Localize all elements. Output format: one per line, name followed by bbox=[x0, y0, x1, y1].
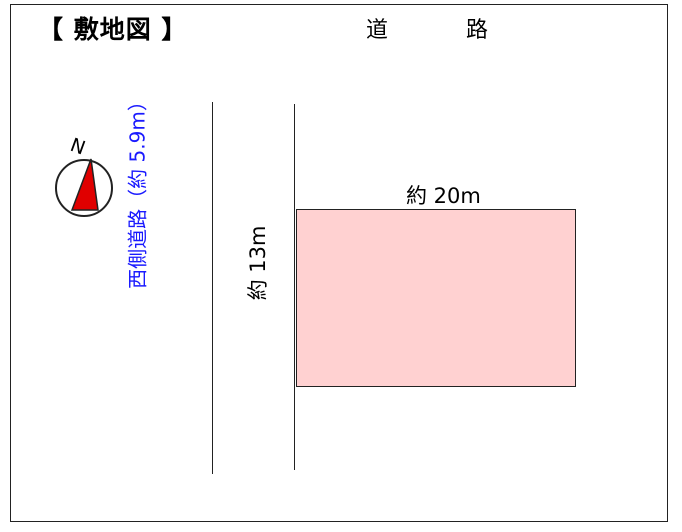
top-road-char-2: 路 bbox=[466, 18, 489, 43]
north-compass-icon: N bbox=[55, 134, 113, 217]
lot-width-label: 約 20m bbox=[406, 184, 481, 208]
diagram-frame bbox=[10, 4, 668, 522]
west-road-left-edge bbox=[212, 102, 213, 474]
compass-north-label: N bbox=[67, 134, 88, 160]
top-road-label: 道路 bbox=[366, 12, 488, 44]
top-road-char-1: 道 bbox=[366, 18, 389, 43]
west-road-label: 西側道路（約 5.9m） bbox=[125, 91, 150, 289]
compass-needle bbox=[70, 158, 99, 211]
west-road-right-edge bbox=[294, 104, 295, 470]
page-title: 【 敷地図 】 bbox=[38, 15, 188, 44]
lot-rectangle bbox=[296, 209, 576, 387]
lot-depth-label: 約 13m bbox=[246, 225, 270, 301]
